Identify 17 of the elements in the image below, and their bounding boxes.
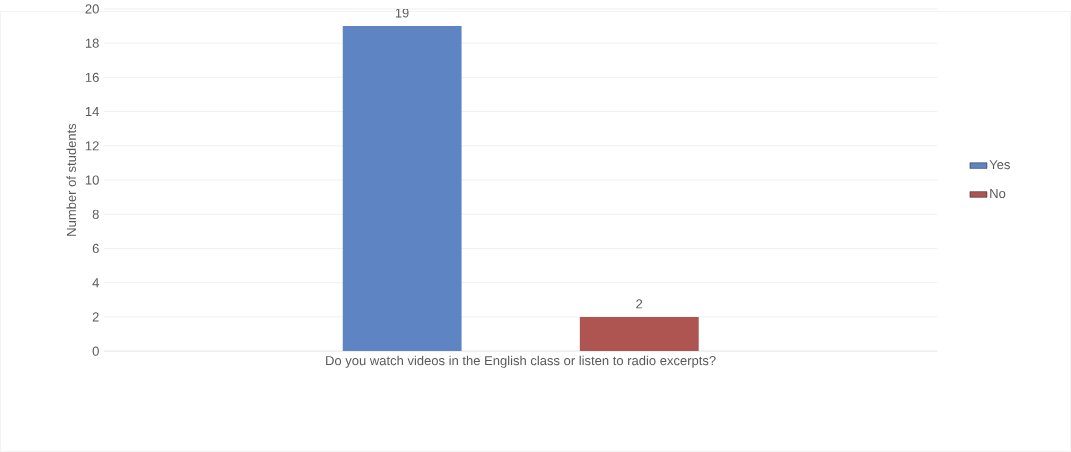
data-label: 19: [395, 8, 409, 18]
y-tick-label: 2: [92, 312, 99, 322]
y-tick-label: 14: [85, 107, 99, 117]
y-tick-label: 0: [92, 346, 99, 356]
legend-label: No: [990, 189, 1006, 199]
y-tick-label: 10: [85, 175, 99, 185]
y-tick-label: 16: [85, 72, 99, 83]
y-axis-title: Number of students: [66, 123, 77, 236]
y-tick-label: 20: [85, 4, 99, 14]
y-tick-label: 4: [92, 278, 99, 288]
y-tick-label: 18: [85, 38, 99, 48]
y-tick-label: 12: [85, 141, 99, 151]
legend-label: Yes: [989, 160, 1010, 170]
data-label: 2: [636, 299, 643, 309]
y-tick-label: 6: [92, 243, 99, 254]
x-tick-label: Do you watch videos in the English class or listen to radio excerpts?: [326, 355, 716, 368]
y-tick-label: 8: [92, 209, 99, 219]
